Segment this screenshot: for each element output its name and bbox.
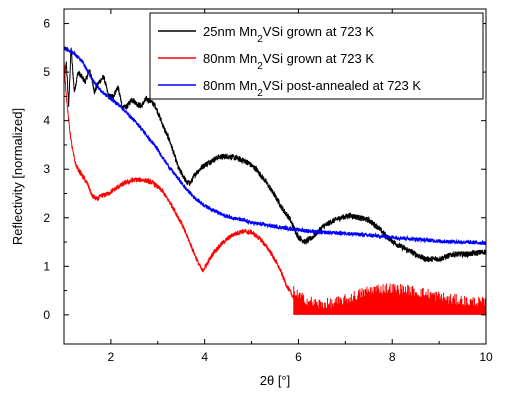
legend-label-1: 25nm Mn2VSi grown at 723 K [203,24,374,45]
y-axis-title: Reflectivity [normalized] [10,108,25,245]
y-tick-label: 0 [43,308,50,322]
x-tick-label: 2 [108,350,115,364]
y-tick-label: 4 [43,114,50,128]
x-axis-title: 2θ [°] [260,373,291,388]
x-tick-label: 8 [389,350,396,364]
legend: 25nm Mn2VSi grown at 723 K 80nm Mn2VSi gr… [149,12,484,100]
x-tick-label: 10 [479,350,493,364]
legend-label-3: 80nm Mn2VSi post-annealed at 723 K [203,78,421,99]
y-tick-label: 3 [43,162,50,176]
x-tick-label: 4 [201,350,208,364]
series-fill-2 [293,283,486,315]
y-tick-label: 6 [43,17,50,31]
legend-label-2: 80nm Mn2VSi grown at 723 K [203,51,374,72]
y-tick-label: 1 [43,259,50,273]
legend-frame [149,12,484,100]
series-line-3 [64,46,486,245]
x-tick-label: 6 [295,350,302,364]
series-line-1 [64,47,486,263]
axis-ticks: 2 4 6 8 10 0 1 2 3 4 5 6 [43,9,493,364]
y-tick-label: 2 [43,211,50,225]
y-tick-label: 5 [43,65,50,79]
series-layer [64,46,486,315]
plot-frame [63,8,487,345]
